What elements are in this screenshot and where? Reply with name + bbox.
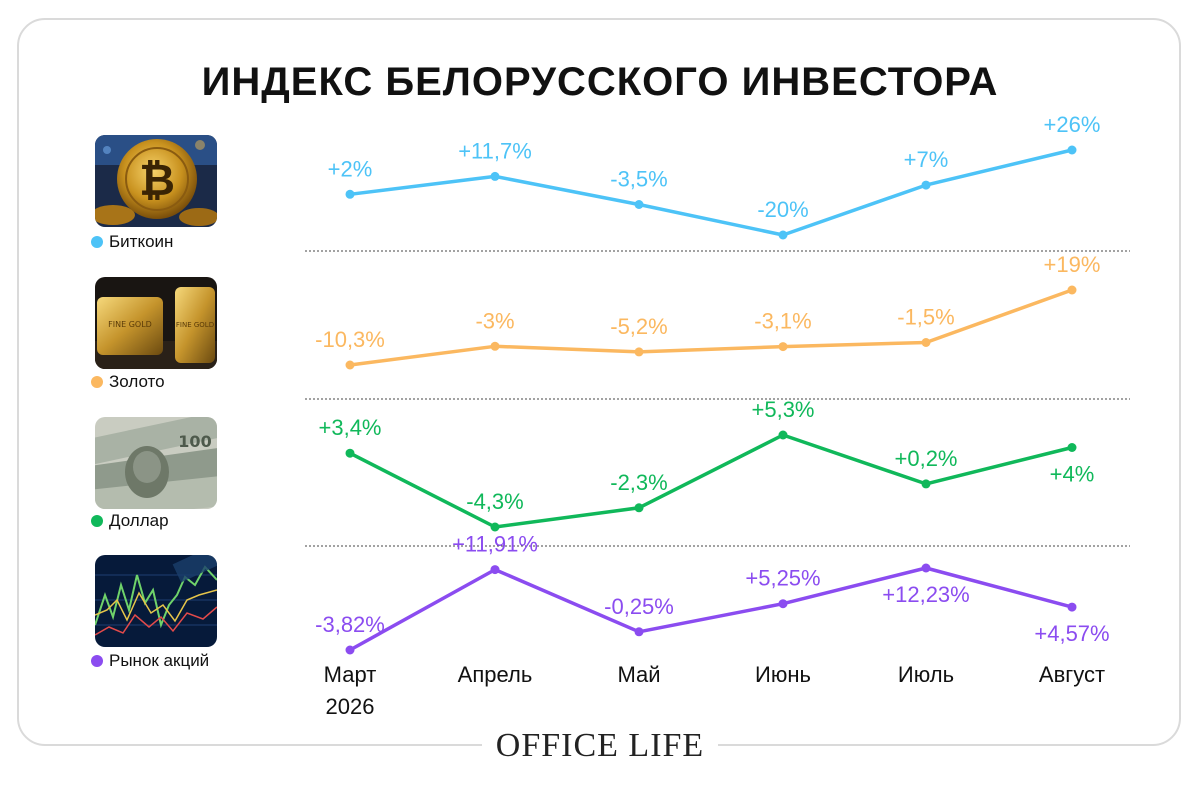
series-line-dollar (348, 433, 1074, 529)
data-label-stocks: +12,23% (882, 582, 969, 607)
data-point-dollar (490, 522, 500, 532)
x-tick-label: Май (617, 662, 660, 687)
svg-text:FINE GOLD: FINE GOLD (176, 321, 214, 329)
data-point-bitcoin (1067, 145, 1077, 155)
data-point-gold (921, 338, 931, 347)
legend-dot-stocks (91, 655, 103, 667)
page-title: ИНДЕКС БЕЛОРУССКОГО ИНВЕСТОРА (201, 60, 999, 104)
data-label-bitcoin: +7% (904, 147, 949, 172)
data-point-dollar (634, 503, 644, 513)
data-label-gold: -1,5% (897, 305, 954, 330)
legend-dot-gold (91, 376, 103, 388)
data-label-dollar: +4% (1050, 462, 1095, 487)
data-point-bitcoin (345, 189, 355, 199)
series-layer: +2%+11,7%-3,5%-20%+7%+26%-10,3%-3% -5,2% -… (315, 112, 1110, 655)
data-label-bitcoin: +26% (1044, 112, 1101, 137)
data-point-stocks (921, 563, 931, 573)
brand-wrap: OFFICE LIFE (0, 726, 1200, 766)
data-label-bitcoin: -3,5% (610, 167, 667, 192)
x-tick-label: Март (324, 662, 377, 687)
data-point-dollar (778, 430, 788, 440)
panel-dividers (305, 250, 1130, 547)
data-point-stocks (490, 565, 500, 575)
gold-bars-image: FINE GOLD FINE GOLD (95, 277, 217, 369)
data-label-gold: -10,3% (315, 327, 385, 352)
x-axis: Март 2026 Апрель Май Июнь Июль Август (324, 662, 1105, 719)
x-tick-label: Июль (898, 662, 954, 687)
data-point-dollar (1067, 443, 1077, 452)
dollar-bills-image: 100 (95, 417, 217, 509)
data-point-stocks (634, 627, 644, 637)
data-label-dollar: +0,2% (895, 446, 958, 471)
legend-label-dollar: Доллар (109, 511, 169, 530)
data-point-stocks (345, 645, 355, 655)
series-stocks: -3,82% +11,91% -0,25% +5,25% +12,23% +4,57% (315, 532, 1110, 655)
series-line-gold (348, 288, 1074, 367)
x-tick-label: Июнь (755, 662, 811, 687)
legend-item-gold: Золото (91, 372, 165, 392)
data-label-dollar: -4,3% (466, 489, 523, 514)
data-point-bitcoin (921, 180, 931, 190)
legend-dot-bitcoin (91, 236, 103, 248)
data-point-bitcoin (778, 230, 788, 240)
legend-label-gold: Золото (109, 372, 165, 391)
data-point-gold (345, 360, 355, 370)
legend-dot-dollar (91, 515, 103, 527)
series-gold: -10,3% -3% -5,2% -3,1% -1,5% +19% (315, 252, 1100, 370)
data-label-stocks: -0,25% (604, 594, 674, 619)
data-point-bitcoin (634, 200, 644, 209)
legend-label-stocks: Рынок акций (109, 651, 210, 670)
bitcoin-image: ₿ (95, 135, 217, 227)
data-label-dollar: -2,3% (610, 470, 667, 495)
data-label-gold: -3,1% (754, 309, 811, 334)
legend-item-bitcoin: Биткоин (91, 232, 173, 252)
data-point-gold (490, 341, 500, 351)
x-tick-label: Август (1039, 662, 1105, 687)
series-dollar: +3,4% -4,3% -2,3% +5,3% +0,2% +4% (319, 397, 1095, 532)
legend-label-bitcoin: Биткоин (109, 232, 174, 251)
data-label-bitcoin: +2% (328, 156, 373, 181)
x-tick-label: 2026 (326, 694, 375, 719)
svg-text:FINE GOLD: FINE GOLD (108, 320, 152, 329)
data-point-dollar (345, 448, 355, 458)
data-point-stocks (1067, 602, 1077, 612)
series-line-bitcoin (348, 148, 1074, 237)
brand-logo: OFFICE LIFE (481, 727, 719, 765)
stock-chart-image (95, 555, 217, 647)
data-label-stocks: +4,57% (1034, 621, 1109, 646)
data-label-dollar: +5,3% (752, 397, 815, 422)
data-label-bitcoin: -20% (757, 197, 808, 222)
data-label-stocks: +5,25% (745, 566, 820, 591)
data-point-dollar (921, 479, 931, 489)
data-point-stocks (778, 599, 788, 609)
svg-text:100: 100 (178, 432, 211, 451)
data-label-bitcoin: +11,7% (458, 138, 532, 163)
data-point-gold (778, 342, 788, 352)
x-tick-label: Апрель (458, 662, 533, 687)
legend-item-dollar: Доллар (91, 511, 169, 531)
data-label-gold: -5,2% (610, 314, 667, 339)
data-point-bitcoin (490, 171, 500, 181)
svg-text:₿: ₿ (139, 155, 175, 206)
data-point-gold (634, 347, 644, 357)
series-line-stocks (348, 566, 1074, 652)
series-bitcoin: +2% +11,7% -3,5% -20% +7% +26% (328, 112, 1101, 240)
data-label-gold: -3% (475, 308, 514, 333)
data-label-dollar: +3,4% (319, 415, 382, 440)
legend-item-stocks: Рынок акций (91, 651, 209, 671)
data-label-stocks: +11,91% (452, 532, 538, 557)
data-label-gold: +19% (1044, 252, 1101, 277)
data-label-stocks: -3,82% (315, 612, 385, 637)
data-point-gold (1067, 285, 1077, 295)
